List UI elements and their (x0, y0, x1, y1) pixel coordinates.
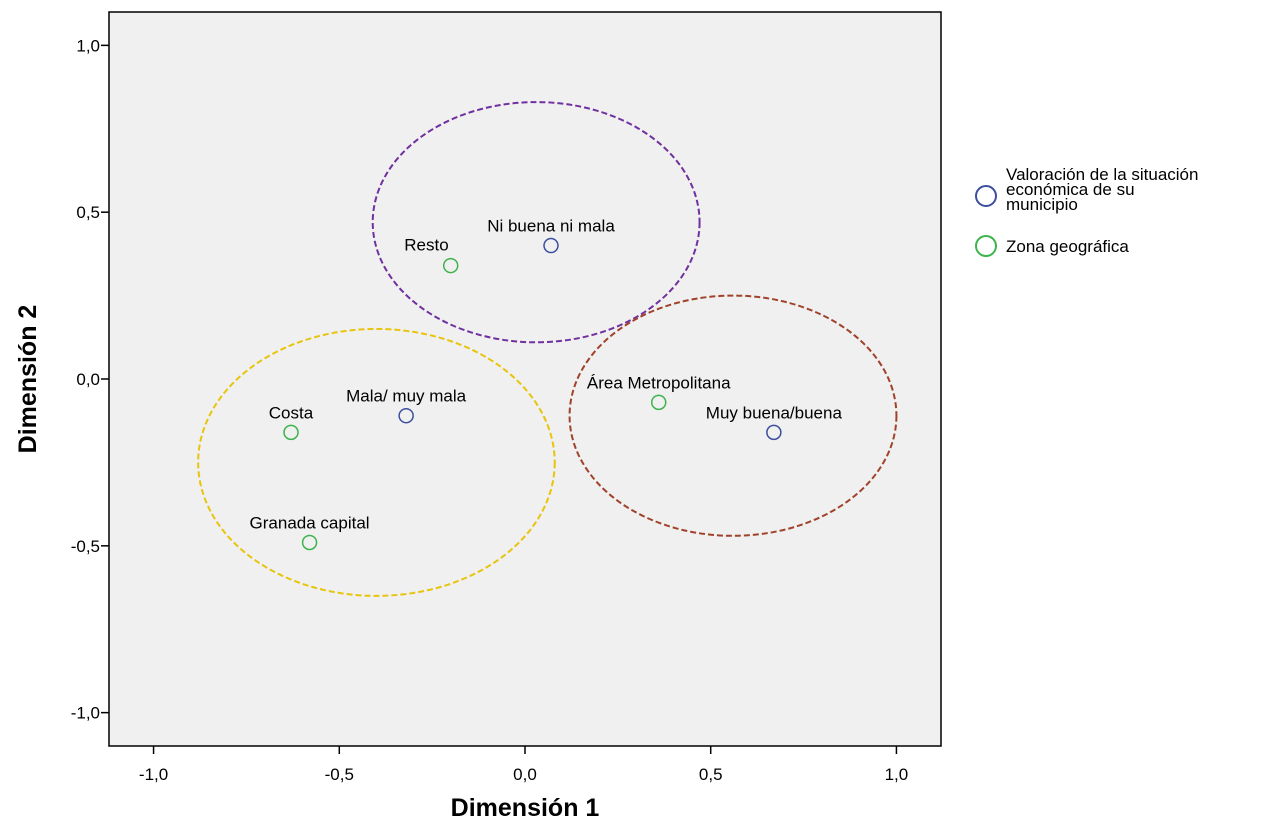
legend-marker (975, 235, 997, 257)
grouping-ellipses (197, 101, 898, 597)
x-axis-title: Dimensión 1 (451, 794, 600, 822)
axes: -1,0 -0,5 0,0 0,5 1,0 -1,0 -0,5 0,0 0,5 1,0 (71, 36, 909, 784)
point-label: Costa (269, 403, 314, 422)
x-tick-label: 0,0 (513, 765, 537, 784)
point-label: Mala/ muy mala (346, 387, 467, 406)
grouping-ellipse-3 (568, 294, 898, 537)
data-point (301, 534, 318, 551)
point-label: Granada capital (250, 513, 370, 532)
legend-label: económica de su (1006, 180, 1135, 199)
data-point (398, 407, 414, 424)
y-tick-label: 0,0 (76, 370, 100, 389)
legend-label: Zona geográfica (1006, 237, 1129, 256)
x-tick-label: -1,0 (139, 765, 168, 784)
data-points: Ni buena ni mala Mala/ muy mala Muy buena/… (250, 217, 843, 551)
grouping-ellipse-2 (197, 327, 556, 597)
point-label: Resto (404, 236, 448, 255)
x-tick-label: 1,0 (885, 765, 909, 784)
y-tick-label: -0,5 (71, 537, 100, 556)
data-point (650, 394, 667, 411)
legend-label: municipio (1006, 195, 1078, 214)
point-label: Ni buena ni mala (487, 217, 615, 236)
x-tick-label: -0,5 (325, 765, 354, 784)
point-label: Área Metropolitana (587, 373, 731, 392)
data-point (283, 424, 299, 441)
point-label: Muy buena/buena (706, 403, 843, 422)
data-point (766, 424, 782, 441)
y-tick-label: 1,0 (76, 36, 100, 55)
x-tick-label: 0,5 (699, 765, 723, 784)
grouping-ellipse-1 (371, 101, 701, 344)
y-tick-label: 0,5 (76, 203, 100, 222)
y-tick-label: -1,0 (71, 704, 100, 723)
legend-label: Valoración de la situación (1006, 165, 1198, 184)
legend-marker (975, 185, 997, 207)
plot-area (108, 11, 942, 747)
data-point (543, 237, 559, 254)
data-point (442, 257, 459, 274)
y-axis-title: Dimensión 2 (14, 305, 42, 454)
